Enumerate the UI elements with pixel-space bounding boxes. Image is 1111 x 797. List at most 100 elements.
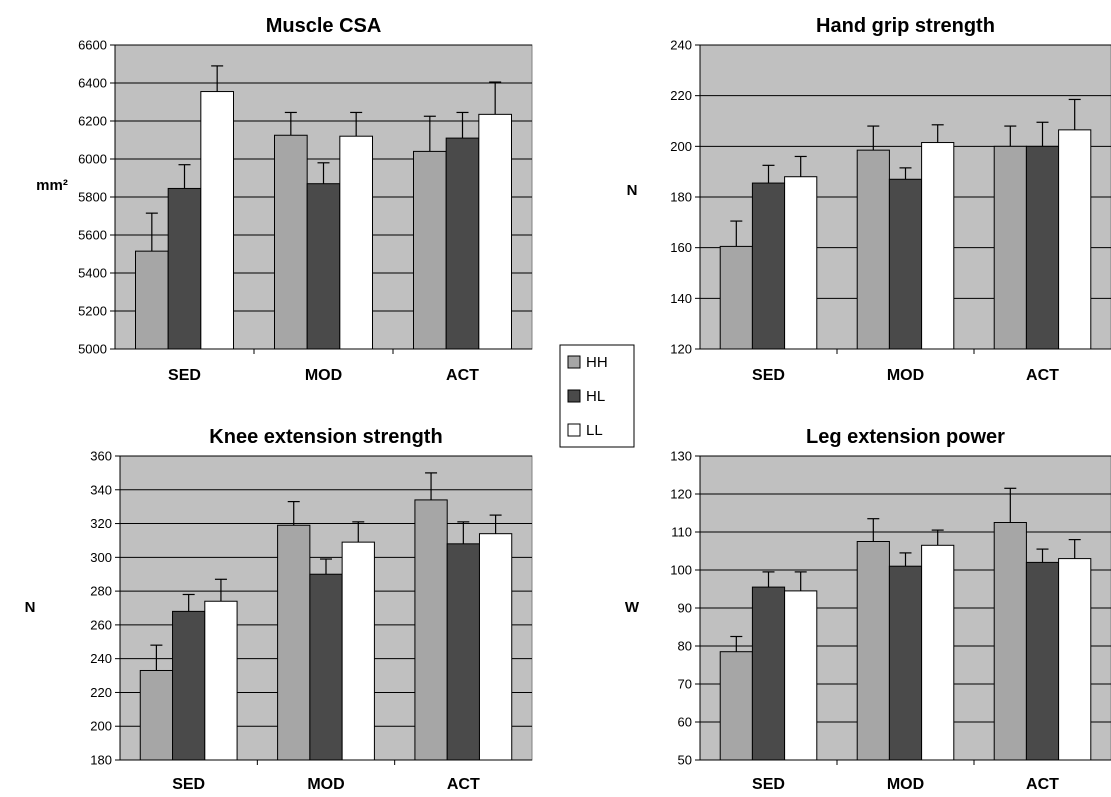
chart-knee-ext: Knee extension strength N 180 200 220 240 260 2… — [25, 426, 533, 793]
y-tick-label: 220 — [90, 685, 112, 700]
bar-ll-act — [1058, 129, 1092, 350]
bar-hl-sed — [167, 187, 202, 350]
bar-ll-mod — [921, 544, 955, 761]
legend-swatch-hh — [567, 355, 581, 369]
chart-title: Knee extension strength — [209, 426, 442, 448]
category-label-mod: MOD — [887, 776, 924, 793]
legend-swatch-hl — [567, 389, 581, 403]
bar-hl-mod — [306, 183, 341, 350]
chart-title: Leg extension power — [806, 426, 1005, 448]
legend: HH HL LL — [559, 344, 635, 448]
y-tick-label: 6600 — [78, 38, 107, 53]
legend-label-ll: LL — [586, 422, 603, 439]
y-tick-label: 90 — [678, 601, 692, 616]
bar-hl-mod — [309, 573, 343, 761]
bar-hh-mod — [856, 541, 890, 761]
y-tick-label: 100 — [670, 563, 692, 578]
legend-label-hl: HL — [586, 388, 605, 405]
y-tick-label: 180 — [670, 190, 692, 205]
y-tick-label: 6200 — [78, 114, 107, 129]
legend-label-hh: HH — [586, 354, 608, 371]
legend-swatch-ll — [567, 423, 581, 437]
y-tick-label: 340 — [90, 482, 112, 497]
bar-hh-act — [993, 522, 1027, 761]
y-tick-label: 140 — [670, 291, 692, 306]
category-label-mod: MOD — [887, 367, 924, 384]
charts-layer: Muscle CSA mm² 5000 5200 5400 5600 5800 6000 620… — [25, 15, 1111, 793]
y-tick-label: 6400 — [78, 76, 107, 91]
y-tick-label: 6000 — [78, 152, 107, 167]
y-axis-label: N — [25, 599, 36, 616]
y-axis-label: mm² — [36, 177, 68, 194]
y-tick-label: 280 — [90, 584, 112, 599]
bar-ll-act — [478, 533, 513, 761]
bar-ll-mod — [339, 135, 373, 350]
bar-ll-sed — [784, 590, 818, 761]
y-tick-label: 5800 — [78, 190, 107, 205]
category-label-act: ACT — [446, 367, 479, 384]
y-tick-label: 80 — [678, 639, 692, 654]
y-tick-label: 120 — [670, 487, 692, 502]
y-tick-label: 5000 — [78, 342, 107, 357]
bar-hl-sed — [751, 182, 786, 350]
y-tick-label: 5400 — [78, 266, 107, 281]
bar-hl-act — [446, 543, 480, 761]
bar-hl-mod — [888, 565, 923, 761]
y-axis-label: W — [625, 599, 640, 616]
y-tick-label: 180 — [90, 753, 112, 768]
y-tick-label: 300 — [90, 550, 112, 565]
bar-hh-act — [413, 150, 447, 350]
y-tick-label: 220 — [670, 88, 692, 103]
bar-hl-mod — [888, 178, 923, 350]
bar-hh-act — [414, 499, 448, 761]
y-tick-label: 120 — [670, 342, 692, 357]
category-label-mod: MOD — [305, 367, 342, 384]
y-tick-label: 240 — [90, 651, 112, 666]
category-label-sed: SED — [752, 367, 785, 384]
y-tick-label: 60 — [678, 715, 692, 730]
y-tick-label: 200 — [90, 719, 112, 734]
bar-hl-act — [1025, 145, 1060, 350]
y-tick-label: 360 — [90, 449, 112, 464]
category-label-act: ACT — [1026, 776, 1059, 793]
bar-hl-act — [445, 137, 480, 350]
bar-ll-mod — [921, 142, 955, 350]
y-tick-label: 50 — [678, 753, 692, 768]
bar-hl-sed — [172, 610, 206, 761]
bar-hh-sed — [719, 245, 753, 350]
bar-ll-sed — [200, 91, 234, 350]
bar-hh-sed — [139, 669, 174, 761]
bar-ll-act — [478, 113, 512, 350]
y-tick-label: 70 — [678, 677, 692, 692]
y-tick-label: 5600 — [78, 228, 107, 243]
chart-title: Hand grip strength — [816, 15, 995, 37]
bar-hl-sed — [751, 586, 786, 761]
y-tick-label: 260 — [90, 617, 112, 632]
y-tick-label: 200 — [670, 139, 692, 154]
y-tick-label: 5200 — [78, 304, 107, 319]
y-axis-label: N — [627, 182, 638, 199]
bar-hh-sed — [135, 250, 169, 350]
bar-ll-sed — [784, 176, 818, 350]
bar-hh-mod — [274, 134, 308, 350]
bar-ll-mod — [341, 541, 375, 761]
bar-hl-act — [1025, 561, 1060, 761]
chart-leg-power: Leg extension power W 50 60 70 80 90 100 110 120 1… — [625, 426, 1111, 793]
y-tick-label: 130 — [670, 449, 692, 464]
category-label-act: ACT — [1026, 367, 1059, 384]
bar-hh-mod — [277, 524, 311, 761]
y-tick-label: 160 — [670, 240, 692, 255]
y-tick-label: 240 — [670, 38, 692, 53]
category-label-sed: SED — [168, 367, 201, 384]
chart-muscle-csa: Muscle CSA mm² 5000 5200 5400 5600 5800 6000 620… — [36, 15, 533, 384]
chart-hand-grip: Hand grip strength N 120 140 160 180 200 220 240… — [627, 15, 1111, 384]
bar-ll-act — [1058, 558, 1092, 761]
chart-title: Muscle CSA — [266, 15, 382, 37]
y-tick-label: 320 — [90, 516, 112, 531]
category-label-mod: MOD — [307, 776, 344, 793]
y-tick-label: 110 — [671, 525, 692, 540]
category-label-act: ACT — [447, 776, 480, 793]
bar-ll-sed — [204, 600, 238, 761]
bar-hh-act — [993, 145, 1027, 350]
